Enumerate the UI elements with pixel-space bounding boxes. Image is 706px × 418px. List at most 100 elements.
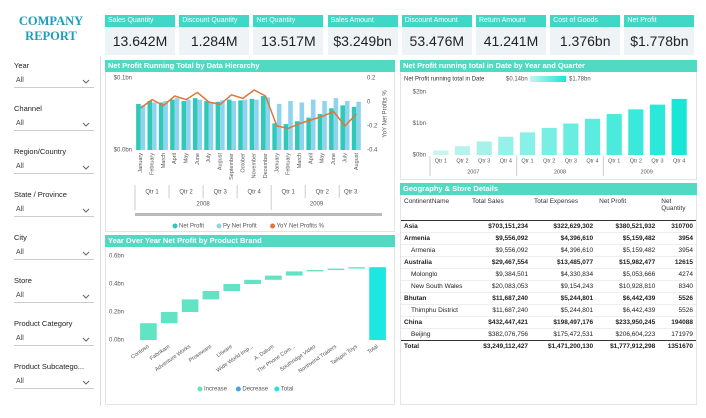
filter-label: Region/Country [14, 147, 67, 156]
filter-value: All [16, 249, 24, 256]
table-cell: 1351670 [667, 343, 693, 350]
kpi-value: 13.642M [105, 27, 175, 55]
filter-value: All [16, 292, 24, 299]
table-cell: $9,556,092 [495, 235, 529, 242]
chevron [82, 251, 90, 256]
column-header: ContinentName [404, 198, 450, 205]
filter-label: Product Category [14, 319, 73, 328]
chevron [82, 79, 90, 84]
table-cell: Asia [404, 223, 418, 230]
table-cell: $1,777,912,298 [610, 343, 656, 350]
table-cell: 194088 [671, 319, 693, 326]
table-cell: Molonglo [411, 271, 438, 278]
table-cell: $5,159,482 [622, 247, 656, 254]
table-cell: 171979 [671, 331, 693, 338]
kpi-label: Net Profit [624, 15, 695, 27]
table-cell: Thimphu District [411, 307, 458, 314]
kpi-value: $1.778bn [624, 27, 695, 55]
header-row: ContinentName Total Sales Total Expenses Ne… [401, 196, 696, 221]
kpi-value: 1.284M [179, 27, 250, 55]
table-cell: 5526 [678, 295, 693, 302]
table-cell: $198,497,176 [553, 319, 594, 326]
chevron-path [82, 294, 90, 299]
kpi-label: Sales Quantity [105, 15, 175, 27]
table-row: China $432,447,421 $198,497,176 $233,950,24… [401, 316, 696, 329]
chevron-path [82, 251, 90, 256]
table-cell: Bhutan [404, 295, 427, 302]
table-cell: $4,396,610 [560, 247, 594, 254]
table-cell: 5526 [678, 307, 693, 314]
table-cell: $9,384,501 [495, 271, 529, 278]
table-cell: $4,396,610 [560, 235, 594, 242]
kpi-label: Net Quantity [253, 15, 324, 27]
kpi-value: 1.376bn [550, 27, 621, 55]
table-cell: $29,467,554 [491, 259, 529, 266]
filter-dropdown[interactable]: All [14, 205, 94, 217]
chevron [82, 380, 90, 385]
table-cell: $206,604,223 [615, 331, 656, 338]
kpi-label: Return Amount [476, 15, 546, 27]
kpi-value: 41.241M [476, 27, 546, 55]
filter-label: Channel [14, 104, 42, 113]
panel [105, 235, 395, 405]
table-row: Armenia $9,556,092 $4,396,610 $5,159,482 395… [401, 244, 696, 257]
filter-label: Store [14, 276, 32, 285]
table-cell: New South Wales [411, 283, 463, 290]
details-table: ContinentName Total Sales Total Expenses Ne… [401, 196, 696, 352]
filter-dropdown[interactable]: All [14, 334, 94, 346]
table-cell: 12615 [674, 259, 693, 266]
table-cell: $382,076,756 [488, 331, 529, 338]
kpi-value: 13.517M [253, 27, 324, 55]
filter-dropdown[interactable]: All [14, 248, 94, 260]
table-cell: $175,472,531 [553, 331, 594, 338]
chevron-path [82, 337, 90, 342]
column-header: Total Sales [472, 198, 504, 205]
table-wrap: ContinentName Total Sales Total Expenses Ne… [401, 196, 696, 404]
panel [105, 60, 395, 232]
filter-label: Year [14, 61, 30, 70]
panel-header: Net Profit Running Total by Data Hierarc… [105, 60, 395, 72]
table-cell: 8340 [678, 283, 693, 290]
panel-header: Geography & Store Details [400, 183, 697, 195]
filter-value: All [16, 206, 24, 213]
filter-dropdown[interactable]: All [14, 162, 94, 174]
table-cell: $6,442,439 [622, 295, 656, 302]
table-row: Molonglo $9,384,501 $4,330,834 $5,053,666 42… [401, 268, 696, 281]
table-cell: $6,442,439 [622, 307, 656, 314]
filter-value: All [16, 163, 24, 170]
table-cell: $9,556,092 [495, 247, 529, 254]
kpi-label: Sales Amount [327, 15, 398, 27]
panel-header: Year Over Year Net Profit by Product Bra… [105, 235, 395, 247]
table-row: New South Wales $20,083,053 $9,154,243 $10,… [401, 280, 696, 293]
table-cell: $233,950,245 [615, 319, 656, 326]
chevron [82, 337, 90, 342]
filter-dropdown[interactable]: All [14, 377, 94, 389]
chevron-path [82, 79, 90, 84]
filter-dropdown[interactable]: All [14, 119, 94, 131]
table-cell: $5,244,801 [560, 307, 594, 314]
chevron [82, 208, 90, 213]
column-header: Net Quantity [661, 198, 686, 212]
kpi-label: Discount Amount [401, 15, 472, 27]
table-cell: China [404, 319, 423, 326]
report-title: COMPANY REPORT [18, 14, 84, 43]
panel-header: Net Profit running total in Date by Year… [400, 60, 697, 72]
table-cell: $10,928,810 [619, 283, 656, 290]
filter-label: Product Subcatego... [14, 362, 85, 371]
table-cell: $13,485,077 [556, 259, 594, 266]
filter-dropdown[interactable]: All [14, 76, 94, 88]
filter-value: All [16, 335, 24, 342]
table-cell: Beijing [411, 331, 431, 338]
chevron-path [82, 380, 90, 385]
table-cell: Total [404, 343, 420, 350]
filter-value: All [16, 378, 24, 385]
filter-dropdown[interactable]: All [14, 291, 94, 303]
chevron [82, 122, 90, 127]
total-row: Total $3,249,112,427 $1,471,200,130 $1,777,… [401, 340, 696, 353]
filter-label: State / Province [14, 190, 67, 199]
table-cell: $11,687,240 [492, 295, 529, 302]
chevron [82, 294, 90, 299]
table-row: Armenia $9,556,092 $4,396,610 $5,159,482 395… [401, 232, 696, 245]
chevron-path [82, 208, 90, 213]
panel [400, 60, 697, 180]
